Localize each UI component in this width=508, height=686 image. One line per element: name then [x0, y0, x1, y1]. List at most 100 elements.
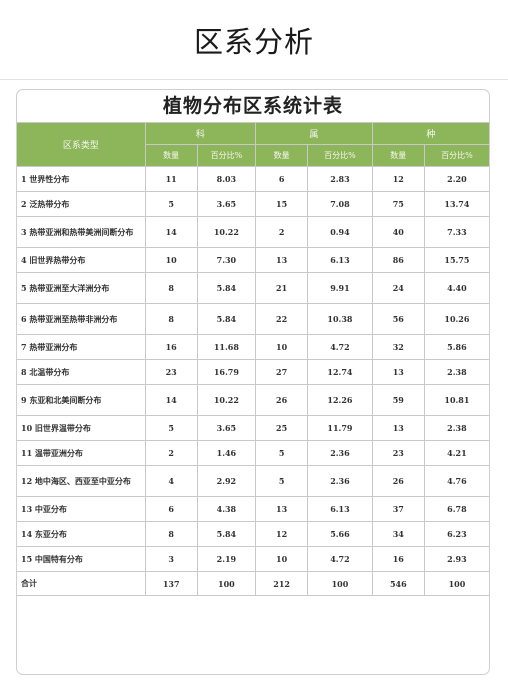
value-cell: 10.26 — [423, 303, 489, 335]
value-cell: 6.13 — [307, 247, 373, 273]
value-cell: 2.36 — [307, 465, 373, 497]
table-row: 1 世界性分布 11 8.03 6 2.83 12 2.20 — [17, 166, 489, 192]
value-cell: 5 — [144, 415, 198, 441]
value-cell: 10.81 — [423, 384, 489, 416]
region-type-cell: 5 热带亚洲至大洋洲分布 — [17, 272, 146, 304]
region-type-cell: 合计 — [17, 571, 146, 596]
table-row: 11 温带亚洲分布 2 1.46 5 2.36 23 4.21 — [17, 440, 489, 466]
value-cell: 24 — [371, 272, 425, 304]
region-type-cell: 14 东亚分布 — [17, 521, 146, 547]
value-cell: 546 — [371, 571, 425, 596]
value-cell: 2.19 — [196, 546, 257, 572]
value-cell: 23 — [371, 440, 425, 466]
region-type-cell: 12 地中海区、西亚至中亚分布 — [17, 465, 146, 497]
region-type-cell: 6 热带亚洲至热带非洲分布 — [17, 303, 146, 335]
subheader-count: 数量 — [371, 144, 425, 167]
value-cell: 2.92 — [196, 465, 257, 497]
value-cell: 11.79 — [307, 415, 373, 441]
value-cell: 5 — [255, 440, 309, 466]
value-cell: 13 — [371, 415, 425, 441]
value-cell: 34 — [371, 521, 425, 547]
value-cell: 12.26 — [307, 384, 373, 416]
table-row: 12 地中海区、西亚至中亚分布 4 2.92 5 2.36 26 4.76 — [17, 465, 489, 497]
value-cell: 32 — [371, 334, 425, 360]
value-cell: 16 — [144, 334, 198, 360]
subheader-count: 数量 — [145, 144, 198, 167]
value-cell: 2.38 — [423, 359, 489, 385]
value-cell: 26 — [371, 465, 425, 497]
subheader-count: 数量 — [255, 144, 309, 167]
value-cell: 7.08 — [307, 191, 373, 217]
header-region-type: 区系类型 — [17, 122, 146, 167]
table-row: 9 东亚和北美间断分布 14 10.22 26 12.26 59 10.81 — [17, 384, 489, 416]
stats-table: 区系类型 科 属 种 数量 百分比% 数量 百分比% 数量 百分比% 1 世界性… — [17, 122, 489, 596]
region-type-cell: 1 世界性分布 — [17, 166, 146, 192]
region-type-cell: 13 中亚分布 — [17, 496, 146, 522]
region-type-cell: 11 温带亚洲分布 — [17, 440, 146, 466]
value-cell: 12 — [371, 166, 425, 192]
value-cell: 12.74 — [307, 359, 373, 385]
table-row: 8 北温带分布 23 16.79 27 12.74 13 2.38 — [17, 359, 489, 385]
value-cell: 2 — [255, 216, 309, 248]
value-cell: 4.76 — [423, 465, 489, 497]
page-header: 区系分析 — [0, 0, 508, 80]
table-card: 植物分布区系统计表 区系类型 科 属 种 数量 百分比% 数量 百分比% 数量 … — [16, 89, 490, 675]
value-cell: 9.91 — [307, 272, 373, 304]
value-cell: 6 — [255, 166, 309, 192]
subheader-percent: 百分比% — [196, 144, 257, 167]
region-type-cell: 10 旧世界温带分布 — [17, 415, 146, 441]
value-cell: 2.83 — [307, 166, 373, 192]
subheader-percent: 百分比% — [307, 144, 373, 167]
value-cell: 10 — [144, 247, 198, 273]
value-cell: 5.84 — [196, 303, 257, 335]
value-cell: 22 — [255, 303, 309, 335]
value-cell: 13 — [255, 247, 309, 273]
value-cell: 6.23 — [423, 521, 489, 547]
value-cell: 59 — [371, 384, 425, 416]
value-cell: 14 — [144, 216, 198, 248]
value-cell: 75 — [371, 191, 425, 217]
table-row: 15 中国特有分布 3 2.19 10 4.72 16 2.93 — [17, 546, 489, 572]
region-type-cell: 15 中国特有分布 — [17, 546, 146, 572]
value-cell: 23 — [144, 359, 198, 385]
page-title: 区系分析 — [193, 24, 314, 59]
region-type-cell: 7 热带亚洲分布 — [17, 334, 146, 360]
value-cell: 10.22 — [196, 216, 257, 248]
table-row: 14 东亚分布 8 5.84 12 5.66 34 6.23 — [17, 521, 489, 547]
value-cell: 25 — [255, 415, 309, 441]
value-cell: 4.21 — [423, 440, 489, 466]
table-row: 10 旧世界温带分布 5 3.65 25 11.79 13 2.38 — [17, 415, 489, 441]
value-cell: 2.36 — [307, 440, 373, 466]
value-cell: 100 — [307, 571, 373, 596]
value-cell: 15.75 — [423, 247, 489, 273]
value-cell: 8 — [144, 272, 198, 304]
value-cell: 2.93 — [423, 546, 489, 572]
value-cell: 4 — [144, 465, 198, 497]
value-cell: 0.94 — [307, 216, 373, 248]
value-cell: 5 — [255, 465, 309, 497]
table-title: 植物分布区系统计表 — [162, 95, 343, 117]
value-cell: 7.33 — [423, 216, 489, 248]
value-cell: 6 — [144, 496, 198, 522]
value-cell: 8 — [144, 521, 198, 547]
value-cell: 13.74 — [423, 191, 489, 217]
table-total-row: 合计 137 100 212 100 546 100 — [17, 571, 489, 596]
region-type-cell: 2 泛热带分布 — [17, 191, 146, 217]
table-row: 2 泛热带分布 5 3.65 15 7.08 75 13.74 — [17, 191, 489, 217]
table-row: 4 旧世界热带分布 10 7.30 13 6.13 86 15.75 — [17, 247, 489, 273]
value-cell: 4.40 — [423, 272, 489, 304]
value-cell: 3.65 — [196, 191, 257, 217]
value-cell: 10 — [255, 334, 309, 360]
value-cell: 27 — [255, 359, 309, 385]
value-cell: 13 — [371, 359, 425, 385]
table-row: 13 中亚分布 6 4.38 13 6.13 37 6.78 — [17, 496, 489, 522]
value-cell: 56 — [371, 303, 425, 335]
value-cell: 16.79 — [196, 359, 257, 385]
value-cell: 3.65 — [196, 415, 257, 441]
value-cell: 10.38 — [307, 303, 373, 335]
value-cell: 11 — [144, 166, 198, 192]
value-cell: 100 — [196, 571, 257, 596]
value-cell: 5.84 — [196, 272, 257, 304]
value-cell: 4.72 — [307, 546, 373, 572]
value-cell: 21 — [255, 272, 309, 304]
